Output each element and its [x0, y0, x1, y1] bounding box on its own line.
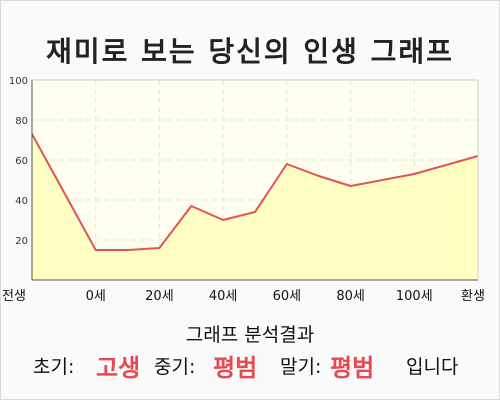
x-tick-label: 100세	[396, 289, 433, 304]
ending-text: 입니다	[406, 356, 459, 378]
page-title: 재미로 보는 당신의 인생 그래프	[46, 35, 454, 68]
mid-label: 중기:	[154, 356, 196, 378]
y-tick-label: 20	[15, 236, 28, 247]
x-tick-label: 40세	[209, 289, 238, 304]
x-tick-label: 환생	[461, 289, 485, 304]
x-tick-label: 전생	[2, 289, 26, 304]
x-tick-label: 0세	[86, 289, 106, 304]
area-fill	[32, 134, 478, 280]
x-tick-label: 80세	[336, 289, 365, 304]
y-tick-label: 60	[15, 156, 28, 167]
results-heading: 그래프 분석결과	[185, 324, 315, 346]
x-tick-label: 60세	[273, 289, 302, 304]
mid-value: 평범	[213, 354, 258, 382]
y-tick-label: 100	[9, 76, 28, 87]
y-tick-label: 40	[15, 196, 28, 207]
early-label: 초기:	[33, 356, 75, 378]
late-label: 말기:	[280, 356, 322, 378]
x-tick-label: 20세	[145, 289, 174, 304]
results-row: 초기: 고생 중기: 평범 말기: 평범 입니다	[0, 348, 500, 382]
late-value: 평범	[330, 354, 375, 382]
life-line	[31, 133, 479, 251]
y-tick-label: 80	[15, 116, 28, 127]
early-value: 고생	[96, 354, 141, 382]
